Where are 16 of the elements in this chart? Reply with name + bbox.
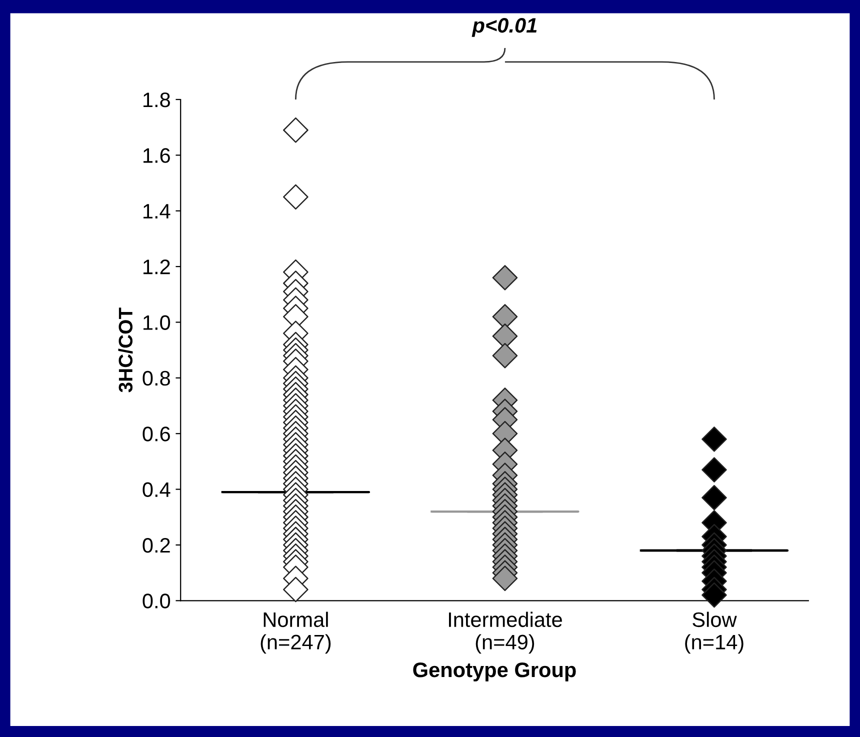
y-tick-label: 0.0 bbox=[142, 594, 170, 608]
y-tick-label: 0.6 bbox=[142, 426, 170, 442]
x-axis-title: Genotype Group bbox=[413, 662, 576, 682]
y-tick-label: 1.2 bbox=[144, 260, 170, 274]
y-tick-label: 1.0 bbox=[144, 315, 170, 330]
text: p<0.01 bbox=[472, 18, 537, 37]
y-tick-label: 0.8 bbox=[142, 370, 170, 386]
y-tick-label: 1.6 bbox=[144, 148, 170, 163]
y-tick-label: 1.4 bbox=[144, 204, 170, 218]
y-axis-title: 3HC/COT bbox=[118, 308, 133, 392]
x-tick-label: Slow (n=14) bbox=[685, 612, 744, 654]
x-tick-label: Intermediate (n=49) bbox=[448, 612, 562, 654]
x-tick-label: Normal (n=247) bbox=[260, 612, 331, 654]
y-tick-label: 0.4 bbox=[142, 482, 170, 498]
y-tick-label: 0.2 bbox=[142, 538, 170, 553]
y-tick-label: 1.8 bbox=[144, 92, 170, 108]
